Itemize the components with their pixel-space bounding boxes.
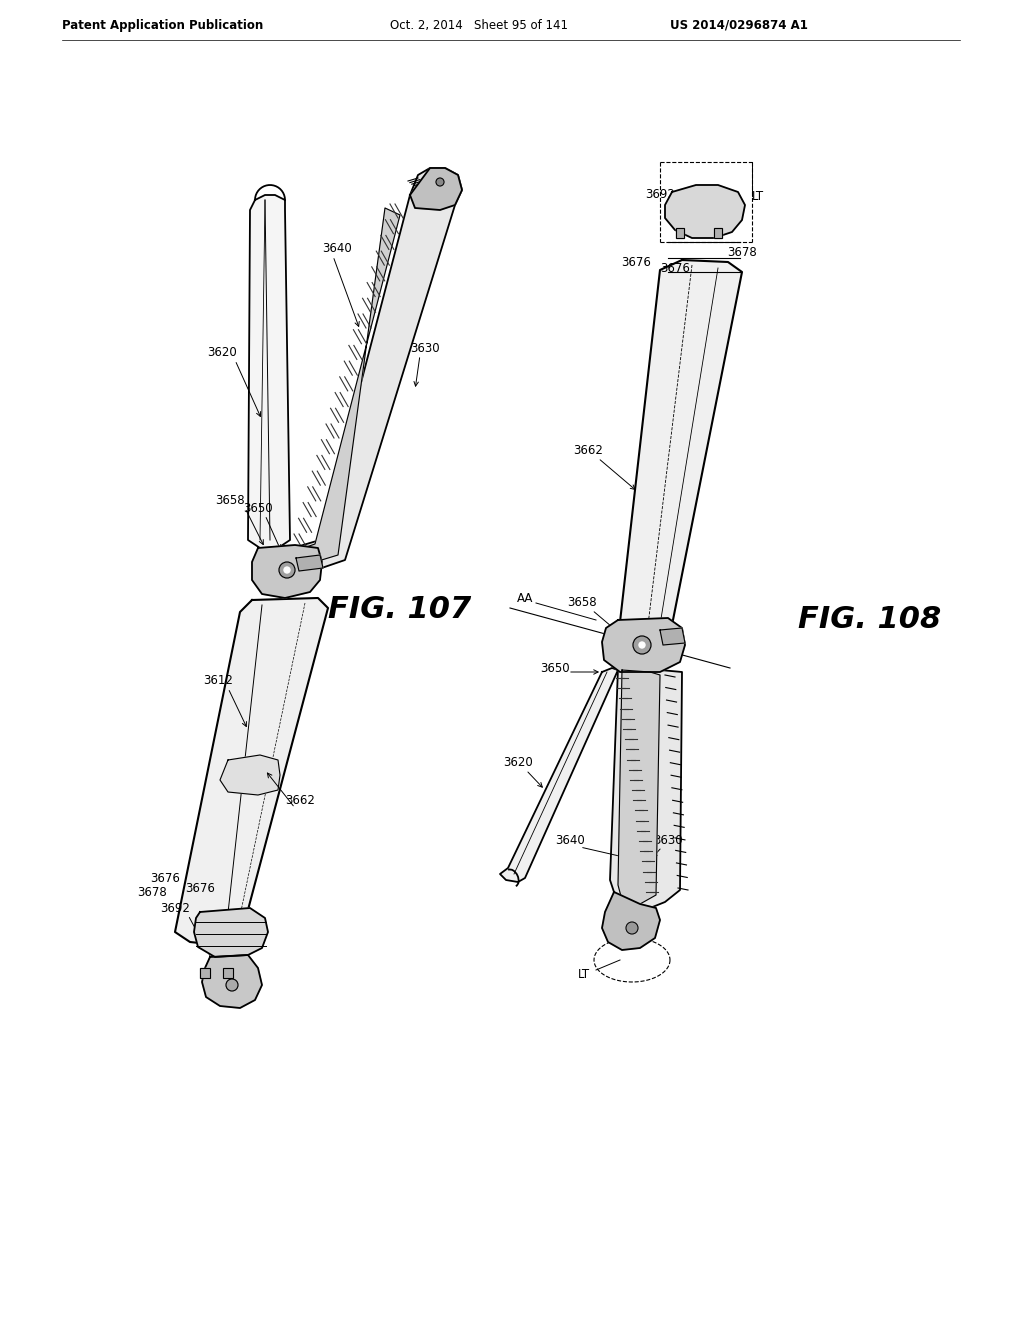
Text: LT: LT (578, 969, 590, 982)
Circle shape (226, 979, 238, 991)
Polygon shape (296, 554, 323, 572)
Circle shape (436, 178, 444, 186)
Text: 3662: 3662 (285, 793, 315, 807)
Text: 3650: 3650 (243, 502, 272, 515)
Polygon shape (500, 668, 618, 882)
Bar (200, 968, 210, 978)
Bar (223, 968, 233, 978)
Text: 3692: 3692 (160, 902, 189, 915)
Polygon shape (410, 168, 462, 210)
Polygon shape (620, 260, 742, 630)
Polygon shape (252, 545, 322, 598)
Text: 3678: 3678 (727, 246, 757, 259)
Text: 3650: 3650 (541, 661, 569, 675)
Text: 3650: 3650 (640, 645, 670, 659)
Circle shape (633, 636, 651, 653)
Text: 3612: 3612 (203, 673, 232, 686)
Text: AA: AA (517, 591, 534, 605)
Polygon shape (194, 908, 268, 957)
Text: 3630: 3630 (411, 342, 440, 355)
Polygon shape (293, 168, 462, 572)
Circle shape (626, 921, 638, 935)
Polygon shape (202, 954, 262, 1008)
Text: 3620: 3620 (207, 346, 237, 359)
Circle shape (279, 562, 295, 578)
Text: Patent Application Publication: Patent Application Publication (62, 18, 263, 32)
Text: 3630: 3630 (653, 833, 683, 846)
Text: 3662: 3662 (573, 444, 603, 457)
Polygon shape (602, 892, 660, 950)
Bar (223, 968, 233, 978)
Text: 3640: 3640 (555, 833, 585, 846)
Bar (676, 228, 684, 238)
Bar (714, 228, 722, 238)
Text: 3658: 3658 (567, 597, 597, 610)
Text: LT: LT (752, 190, 764, 202)
Polygon shape (665, 185, 745, 238)
Polygon shape (248, 195, 290, 550)
Polygon shape (298, 209, 400, 565)
Text: 3640: 3640 (323, 242, 352, 255)
Text: 3676: 3676 (622, 256, 651, 268)
Text: 3620: 3620 (503, 755, 532, 768)
Text: 3676: 3676 (185, 882, 215, 895)
Text: FIG. 108: FIG. 108 (799, 606, 942, 635)
Text: 3676: 3676 (151, 871, 180, 884)
Polygon shape (618, 671, 660, 904)
Polygon shape (175, 598, 328, 945)
Text: US 2014/0296874 A1: US 2014/0296874 A1 (670, 18, 808, 32)
Polygon shape (220, 755, 280, 795)
Text: Oct. 2, 2014   Sheet 95 of 141: Oct. 2, 2014 Sheet 95 of 141 (390, 18, 568, 32)
Polygon shape (610, 668, 682, 908)
Bar (714, 228, 722, 238)
Text: 3692: 3692 (645, 189, 675, 202)
Bar (200, 968, 210, 978)
Text: FIG. 107: FIG. 107 (329, 595, 472, 624)
Text: 3658: 3658 (215, 494, 245, 507)
Polygon shape (660, 628, 685, 645)
Text: 3676: 3676 (660, 261, 690, 275)
Polygon shape (602, 618, 685, 672)
Circle shape (639, 642, 645, 648)
Bar (676, 228, 684, 238)
Text: 3678: 3678 (137, 886, 167, 899)
Circle shape (284, 568, 290, 573)
